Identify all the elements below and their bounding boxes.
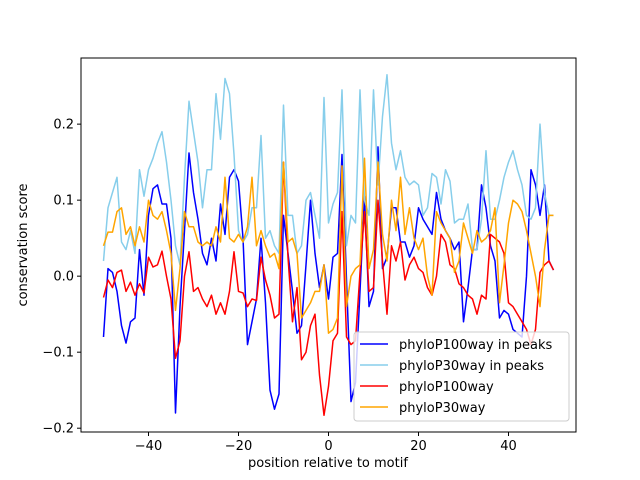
- legend-label-3: phyloP30way: [399, 401, 486, 416]
- series-line-3: [102, 157, 554, 334]
- x-tick-label: 0: [324, 439, 332, 454]
- x-axis-label: position relative to motif: [248, 456, 408, 471]
- y-axis-ticks: −0.2 −0.1 0.0 0.1 0.2: [42, 118, 81, 437]
- legend: phyloP100way in peaks phyloP30way in peak…: [353, 331, 570, 422]
- legend-label-0: phyloP100way in peaks: [399, 338, 553, 353]
- x-axis-ticks: −40 −20 0 20 40: [135, 432, 517, 454]
- x-tick-label: 40: [500, 439, 517, 454]
- y-tick-label: −0.2: [42, 422, 74, 437]
- x-tick-label: −20: [225, 439, 252, 454]
- series-line-2: [102, 161, 555, 417]
- legend-box: [353, 331, 570, 422]
- y-tick-label: 0.0: [53, 270, 74, 285]
- x-tick-label: −40: [135, 439, 162, 454]
- legend-label-1: phyloP30way in peaks: [399, 359, 544, 374]
- y-tick-label: 0.1: [53, 194, 74, 209]
- legend-label-2: phyloP100way: [399, 380, 494, 395]
- series-line-1: [102, 73, 554, 266]
- series-line-0: [102, 146, 555, 414]
- y-tick-label: −0.1: [42, 346, 74, 361]
- y-tick-label: 0.2: [53, 118, 74, 133]
- series-lines: [102, 73, 555, 417]
- y-axis-label: conservation score: [16, 183, 31, 306]
- x-tick-label: 20: [410, 439, 427, 454]
